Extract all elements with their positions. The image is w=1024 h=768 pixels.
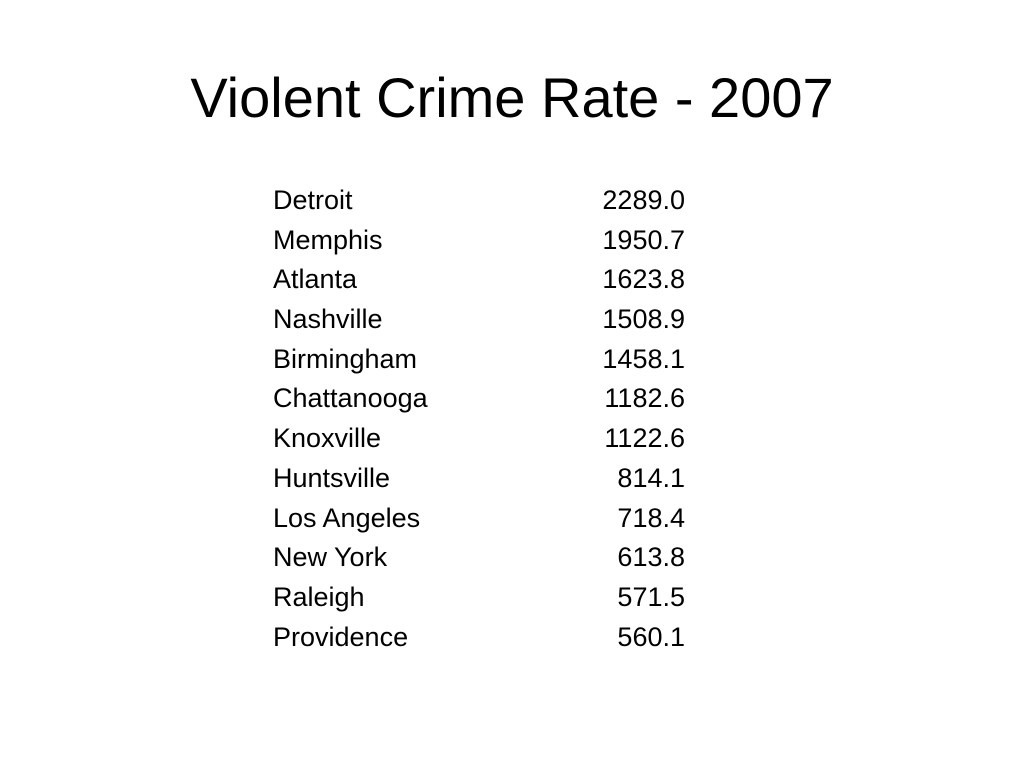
crime-rate-value: 560.1 [617, 621, 685, 652]
city-name: Knoxville [273, 423, 382, 454]
crime-rate-table: Detroit 2289.0 Memphis 1950.7 Atlanta 16… [273, 181, 685, 657]
table-row: Birmingham 1458.1 [273, 340, 685, 380]
slide-title: Violent Crime Rate - 2007 [190, 66, 834, 129]
table-row: Los Angeles 718.4 [273, 499, 685, 539]
table-row: Knoxville 1122.6 [273, 419, 685, 459]
city-name: Raleigh [273, 581, 365, 612]
crime-rate-value: 1508.9 [602, 304, 685, 335]
crime-rate-value: 1623.8 [602, 264, 685, 295]
table-row: Atlanta 1623.8 [273, 260, 685, 300]
table-row: Huntsville 814.1 [273, 459, 685, 499]
city-name: Nashville [273, 304, 383, 335]
table-row: Providence 560.1 [273, 618, 685, 658]
city-name: Providence [273, 621, 409, 652]
table-row: Detroit 2289.0 [273, 181, 685, 221]
table-row: Raleigh 571.5 [273, 578, 685, 618]
crime-rate-value: 2289.0 [602, 185, 685, 215]
city-name: Detroit [273, 185, 353, 215]
crime-rate-value: 718.4 [617, 502, 685, 533]
crime-rate-value: 1458.1 [602, 343, 685, 374]
crime-rate-value: 1950.7 [602, 224, 685, 255]
city-name: Los Angeles [273, 502, 421, 533]
city-name: Birmingham [273, 343, 418, 374]
table-row: Chattanooga 1182.6 [273, 379, 685, 419]
table-row: Memphis 1950.7 [273, 221, 685, 261]
city-name: New York [273, 542, 388, 573]
crime-rate-value: 1182.6 [604, 383, 685, 414]
crime-rate-value: 613.8 [617, 542, 685, 573]
city-name: Huntsville [273, 462, 391, 493]
crime-rate-value: 814.1 [617, 462, 685, 493]
crime-rate-value: 571.5 [617, 581, 685, 612]
crime-rate-value: 1122.6 [604, 423, 685, 454]
table-row: New York 613.8 [273, 538, 685, 578]
city-name: Memphis [273, 224, 383, 255]
city-name: Chattanooga [273, 383, 428, 414]
city-name: Atlanta [273, 264, 358, 295]
table-row: Nashville 1508.9 [273, 300, 685, 340]
